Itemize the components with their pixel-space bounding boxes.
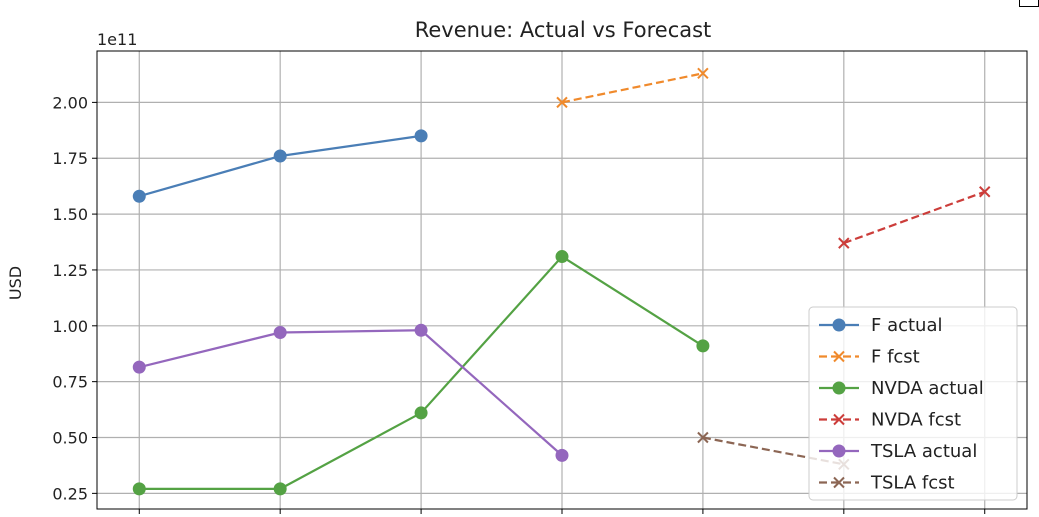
series-layer <box>132 67 991 496</box>
series-line <box>561 72 704 104</box>
y-offset-label: 1e11 <box>97 30 137 49</box>
y-axis-label: USD <box>6 266 25 300</box>
legend-label: F actual <box>871 315 943 336</box>
data-point <box>414 406 428 420</box>
y-tick-label: 1.50 <box>52 205 88 224</box>
series-line <box>139 329 563 457</box>
y-tick-label: 2.00 <box>52 93 88 112</box>
series-f-actual <box>132 129 428 203</box>
legend-box <box>808 306 1018 501</box>
series-nvda-fcst <box>838 186 991 249</box>
y-tick-label: 0.75 <box>52 373 88 392</box>
data-point <box>979 186 991 198</box>
y-tick-label: 1.00 <box>52 317 88 336</box>
data-point <box>833 476 845 489</box>
data-point <box>132 189 146 203</box>
data-point <box>832 381 846 395</box>
legend-item: TSLA fcst <box>819 473 955 494</box>
data-point <box>555 250 569 264</box>
y-tick-label: 0.50 <box>52 429 88 448</box>
data-point <box>697 67 709 80</box>
series-line <box>843 190 986 245</box>
legend: F actual F fcst NVDA actual NVDA fcst TSLA a… <box>808 306 1018 501</box>
data-point <box>273 482 287 496</box>
data-point <box>273 149 287 163</box>
legend-label: TSLA actual <box>870 441 977 462</box>
series-tsla-actual <box>132 323 569 462</box>
legend-item: NVDA actual <box>819 378 984 399</box>
data-point <box>833 413 845 426</box>
data-point <box>696 339 710 353</box>
legend-item: F actual <box>819 315 943 336</box>
corner-box <box>1019 0 1039 7</box>
data-point <box>832 318 846 332</box>
ticks: 0.25 0.50 0.75 1.00 1.25 1.50 1.75 2.00 <box>52 93 986 514</box>
data-point <box>556 96 568 109</box>
data-point <box>838 237 850 249</box>
legend-item: TSLA actual <box>819 441 977 462</box>
data-point <box>555 448 569 462</box>
y-tick-label: 1.75 <box>52 149 88 168</box>
legend-label: NVDA actual <box>871 378 984 399</box>
y-tick-label: 1.25 <box>52 261 88 280</box>
data-point <box>132 360 146 374</box>
data-point <box>273 326 287 340</box>
chart-title: Revenue: Actual vs Forecast <box>415 18 712 42</box>
data-point <box>833 350 845 363</box>
y-tick-label: 0.25 <box>52 484 88 503</box>
legend-label: F fcst <box>871 347 920 368</box>
data-point <box>414 323 428 337</box>
series-f-fcst <box>556 67 709 109</box>
legend-label: NVDA fcst <box>871 410 961 431</box>
data-point <box>832 444 846 458</box>
data-point <box>697 431 709 444</box>
legend-label: TSLA fcst <box>870 473 955 494</box>
data-point <box>414 129 428 143</box>
series-nvda-actual <box>132 250 710 496</box>
legend-item: NVDA fcst <box>819 410 961 431</box>
legend-item: F fcst <box>819 347 920 368</box>
data-point <box>132 482 146 496</box>
